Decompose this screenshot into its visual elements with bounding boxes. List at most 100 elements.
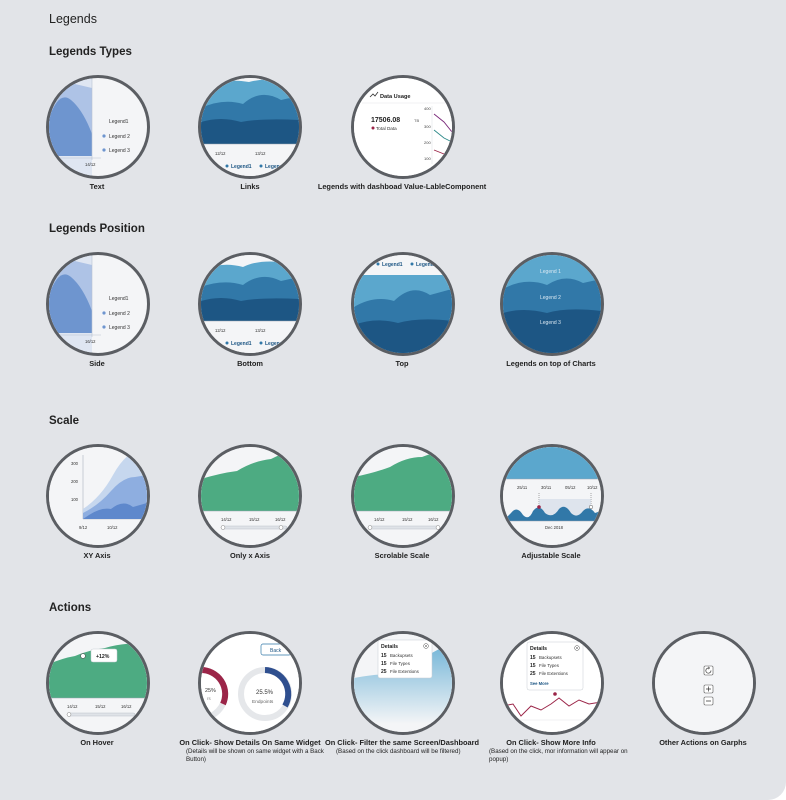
details-popup — [377, 639, 433, 679]
popup-count: 15 — [381, 653, 387, 659]
legend-link[interactable]: Legend 2 — [265, 341, 287, 347]
popup-count: 25 — [381, 669, 387, 675]
section-scale: Scale — [49, 415, 80, 427]
scroll-handle[interactable] — [220, 525, 226, 530]
popup-item: File Types — [539, 663, 560, 668]
caption-dashboard-value: Legends with dashboad Value-LableCompone… — [317, 182, 487, 191]
side-legend-chart: 14/12 Legend1 Legend 2 Legend 3 — [49, 78, 130, 176]
axis-tick: 200 — [71, 479, 79, 484]
legend-label: Legend1 — [109, 296, 129, 302]
thumb-action-same-widget[interactable]: Back 25% rs 25.5% Endpoints — [198, 631, 302, 735]
hover-value: +12% — [96, 654, 110, 660]
page-title: Legends — [49, 12, 97, 26]
back-button[interactable] — [260, 643, 292, 656]
value-label: 17506.08 — [371, 117, 400, 124]
scroll-handle[interactable] — [66, 712, 72, 717]
legend-dot — [376, 262, 380, 266]
selected-point[interactable] — [553, 692, 557, 696]
overlay-legend[interactable]: Legend 1 — [540, 269, 561, 275]
section-actions: Actions — [49, 602, 92, 614]
caption-only-x: Only x Axis — [230, 551, 270, 560]
thumb-circle: 14/12 Legend1 Legend 2 Legend 3 — [46, 75, 150, 179]
caption-more-info: On Click- Show More Info — [506, 738, 596, 747]
refresh-icon[interactable] — [703, 665, 714, 676]
tick-date: 12/12 — [215, 328, 226, 333]
thumb-position-on-top[interactable]: Legend 1 Legend 2 Legend 3 — [500, 252, 604, 356]
thumb-action-more-info[interactable]: Details 15 Backupsets 15 File Types 25 F… — [500, 631, 604, 735]
filter-chart: Details 15 Backupsets 15 File Types 25 F… — [354, 634, 452, 732]
thumb-scale-xy[interactable]: 300 200 100 9/12 10/12 — [46, 444, 150, 548]
more-info-popup — [526, 641, 584, 691]
scroll-handle[interactable] — [435, 525, 441, 530]
thumb-action-hover[interactable]: +12% 14/12 15/12 16/12 — [46, 631, 150, 735]
popup-item: Backupsets — [390, 653, 414, 658]
hover-point[interactable] — [80, 653, 86, 659]
overlay-legend[interactable]: Legend 3 — [540, 320, 561, 326]
range-handle[interactable] — [537, 505, 541, 509]
zoom-out-icon[interactable] — [703, 696, 714, 706]
popup-count: 25 — [530, 671, 536, 677]
range-handle[interactable] — [588, 504, 594, 510]
adjustable-scale-chart: 25/11 30/11 05/12 10/12 Dec 2018 — [503, 447, 601, 545]
caption-bottom: Bottom — [237, 359, 263, 368]
value-unit: TB — [414, 118, 419, 123]
legend-link[interactable]: Legend1 — [231, 341, 252, 347]
overlay-legend[interactable]: Legend 2 — [540, 295, 561, 301]
legend-dot — [371, 126, 375, 130]
see-more-link[interactable]: See More — [530, 681, 549, 686]
caption-side: Side — [89, 359, 105, 368]
scrollbar-track[interactable] — [367, 525, 441, 530]
legend-link[interactable]: Legend1 — [231, 164, 252, 170]
legend-link[interactable]: Legend1 — [382, 262, 403, 268]
donut-value: 25.5% — [256, 690, 274, 696]
thumb-legend-text[interactable]: 14/12 Legend1 Legend 2 Legend 3 — [46, 75, 150, 179]
popup-count: 15 — [381, 661, 387, 667]
scroll-handle[interactable] — [367, 525, 373, 530]
caption-other: Other Actions on Garphs — [659, 738, 747, 747]
tick-date: 05/12 — [565, 485, 576, 490]
caption-links: Links — [240, 182, 260, 191]
thumb-position-side[interactable]: 16/12 Legend1 Legend 2 Legend 3 — [46, 252, 150, 356]
zoom-in-icon[interactable] — [703, 684, 714, 694]
legend-dot — [410, 262, 414, 266]
side-legend-chart: 16/12 Legend1 Legend 2 Legend 3 — [49, 255, 130, 353]
range-label: Dec 2018 — [545, 525, 564, 530]
legend-dot — [102, 311, 106, 315]
scrollbar-track[interactable] — [66, 712, 136, 717]
axis-tick: 400 — [424, 106, 431, 111]
axis-tick: 200 — [424, 140, 431, 145]
other-actions-controls — [655, 634, 753, 732]
xy-axis-chart: 300 200 100 9/12 10/12 — [49, 447, 147, 545]
legend-link[interactable]: Legend 2 — [265, 164, 287, 170]
tick-date: 13/12 — [255, 328, 266, 333]
donut-detail-chart: Back 25% rs 25.5% Endpoints — [201, 634, 299, 732]
scrollbar-track[interactable] — [220, 525, 288, 530]
thumb-scale-only-x[interactable]: 14/12 15/12 16/12 — [198, 444, 302, 548]
thumb-legend-dashboard[interactable]: Data Usage 17506.08 TB Total Data 400 30… — [351, 75, 455, 179]
tick-date: 15/12 — [249, 517, 260, 522]
thumb-action-other[interactable] — [652, 631, 756, 735]
tick-date: 14/12 — [85, 162, 96, 167]
tick-date: 12/12 — [215, 151, 226, 156]
scroll-handle[interactable] — [278, 525, 284, 530]
thumb-scale-adjustable[interactable]: 25/11 30/11 05/12 10/12 Dec 2018 — [500, 444, 604, 548]
donut-value: 25% — [205, 688, 216, 694]
legend-link[interactable]: Legend 2 — [416, 262, 438, 268]
thumb-circle: 16/12 Legend1 Legend 2 Legend 3 — [46, 252, 150, 356]
thumb-legend-links[interactable]: 12/12 13/12 Legend1 Legend 2 — [198, 75, 302, 179]
thumb-circle: 12/12 13/12 Legend1 Legend 2 — [198, 252, 302, 356]
legend-label: Legend 3 — [109, 325, 130, 331]
thumb-position-top[interactable]: Legend1 Legend 2 — [351, 252, 455, 356]
thumb-scale-scrolable[interactable]: 14/12 15/12 16/12 — [351, 444, 455, 548]
caption-xy-axis: XY Axis — [83, 551, 111, 560]
caption-filter: On Click- Filter the same Screen/Dashboa… — [324, 738, 480, 747]
legend-dot — [225, 341, 229, 345]
more-info-chart: Details 15 Backupsets 15 File Types 25 F… — [503, 634, 601, 732]
thumb-position-bottom[interactable]: 12/12 13/12 Legend1 Legend 2 — [198, 252, 302, 356]
thumb-circle: Details 15 Backupsets 15 File Types 25 F… — [500, 631, 604, 735]
dashboard-value-chart: Data Usage 17506.08 TB Total Data 400 30… — [354, 78, 452, 176]
thumb-action-filter[interactable]: Details 15 Backupsets 15 File Types 25 F… — [351, 631, 455, 735]
area-chart-overlay: Legend 1 Legend 2 Legend 3 — [503, 255, 601, 353]
axis-tick: 300 — [71, 461, 79, 466]
section-legend-position: Legends Position — [49, 223, 145, 235]
